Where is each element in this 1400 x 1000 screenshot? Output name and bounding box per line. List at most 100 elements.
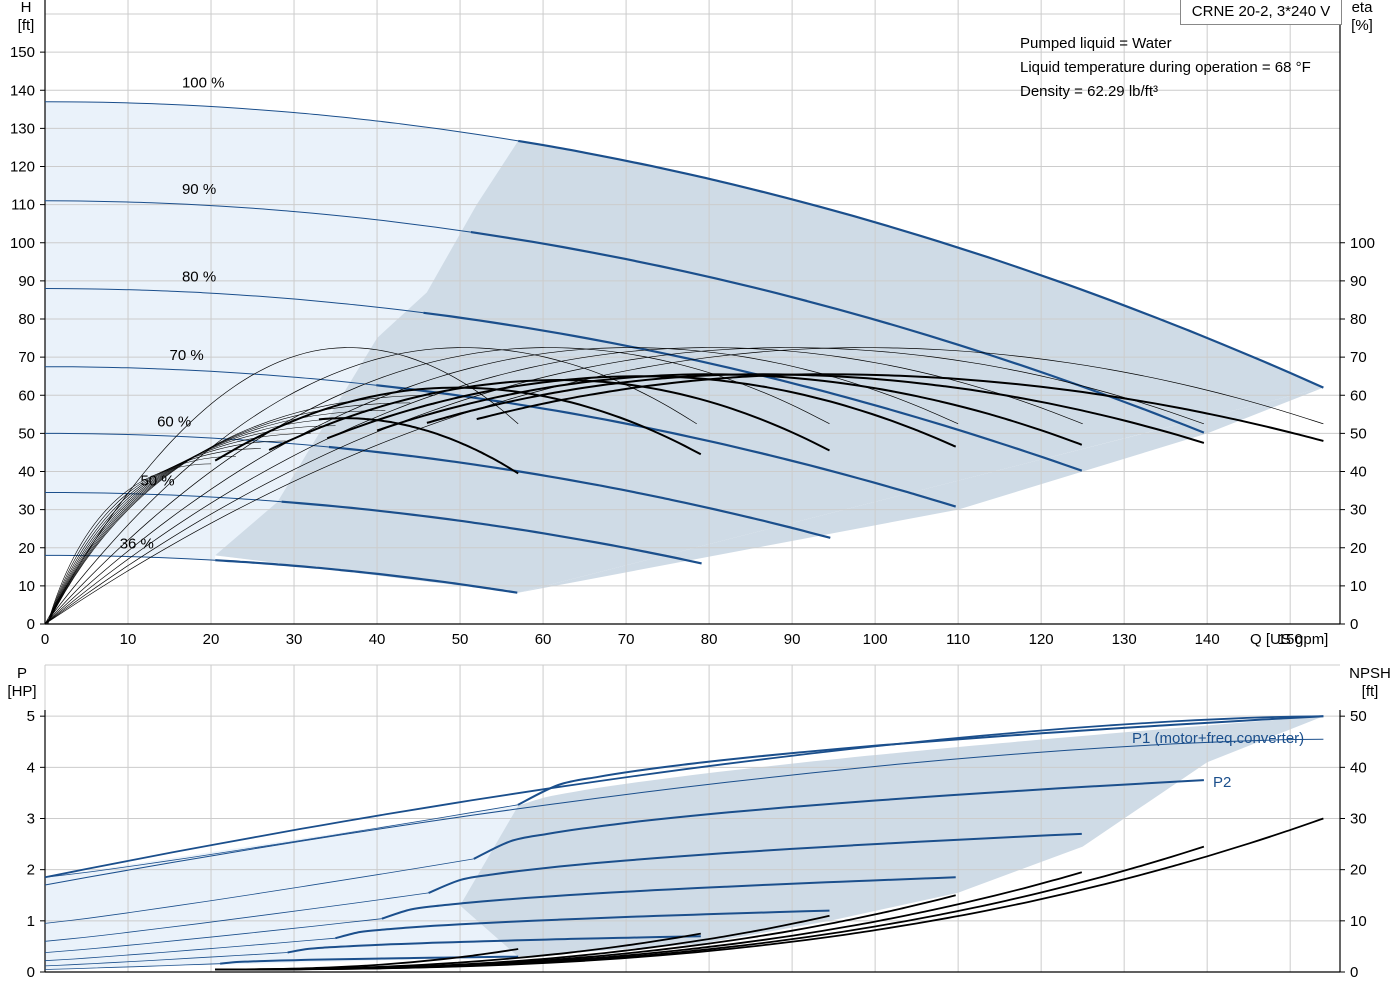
y-tick-label: 50 — [18, 425, 35, 442]
y2-tick-label: 10 — [1350, 578, 1367, 595]
y-tick-label: 100 — [10, 235, 35, 252]
x-tick-label: 60 — [535, 631, 552, 648]
y-tick-label: 140 — [10, 82, 35, 99]
operating-zone — [215, 140, 1324, 593]
head-curve — [281, 500, 702, 565]
x-tick-label: 140 — [1195, 631, 1220, 648]
x-tick-label: 90 — [784, 631, 801, 648]
x-tick-label: 70 — [618, 631, 635, 648]
power-curve-thin — [44, 804, 519, 878]
y-tick-label: 60 — [18, 387, 35, 404]
y-tick-label: 40 — [18, 464, 35, 481]
efficiency-curve-thin — [44, 347, 1083, 625]
x-tick-label: 130 — [1112, 631, 1137, 648]
npsh-axis-title: NPSH — [1349, 665, 1391, 682]
p-tick-label: 4 — [27, 759, 35, 776]
p-axis-title: P — [17, 665, 27, 682]
x-tick-label: 10 — [120, 631, 137, 648]
x-tick-label: 0 — [41, 631, 49, 648]
power-zone — [460, 716, 1324, 957]
npsh-tick-label: 50 — [1350, 708, 1367, 725]
speed-label: 70 % — [170, 347, 204, 364]
y-tick-label: 130 — [10, 120, 35, 137]
efficiency-curve-origin — [47, 455, 236, 625]
y-axis-unit: [ft] — [18, 17, 35, 34]
x-tick-label: 100 — [863, 631, 888, 648]
x-tick-label: 30 — [286, 631, 303, 648]
speed-label: 60 % — [157, 414, 191, 431]
head-curve — [518, 139, 1324, 389]
y2-tick-label: 50 — [1350, 425, 1367, 442]
efficiency-curve-thin — [44, 347, 697, 625]
efficiency-curve-origin — [47, 463, 212, 625]
y-tick-label: 20 — [18, 540, 35, 557]
power-curve — [428, 832, 1082, 894]
head-curve-thin — [44, 288, 424, 314]
head-curve — [376, 384, 957, 508]
p2-curve — [44, 738, 1324, 886]
efficiency-curve-origin — [47, 448, 261, 625]
power-curve — [287, 935, 701, 954]
head-curve-thin — [44, 101, 519, 142]
power-curve — [335, 909, 830, 940]
npsh-tick-label: 40 — [1350, 759, 1367, 776]
npsh-curve — [215, 932, 701, 971]
efficiency-curve-thin — [44, 347, 830, 625]
head-curve-thin — [44, 432, 329, 448]
efficiency-curve-origin — [47, 440, 286, 625]
p-tick-label: 1 — [27, 913, 35, 930]
y-tick-label: 90 — [18, 273, 35, 290]
x-tick-label: 40 — [369, 631, 386, 648]
power-curve — [473, 779, 1204, 860]
x-tick-label: 20 — [203, 631, 220, 648]
y-tick-label: 70 — [18, 349, 35, 366]
power-curve-thin — [44, 858, 474, 924]
y2-tick-label: 70 — [1350, 349, 1367, 366]
power-curve — [219, 955, 519, 965]
y2-axis-title: eta — [1352, 0, 1374, 16]
x-tick-label: 80 — [701, 631, 718, 648]
y2-tick-label: 80 — [1350, 311, 1367, 328]
efficiency-curve — [268, 379, 830, 452]
operating-zone-fill — [518, 387, 1324, 593]
y2-tick-label: 90 — [1350, 273, 1367, 290]
y-tick-label: 110 — [11, 197, 35, 214]
y-tick-label: 80 — [18, 311, 35, 328]
y-axis-title: H — [21, 0, 32, 16]
p-tick-label: 2 — [27, 862, 35, 879]
efficiency-curve-origin — [47, 425, 336, 625]
power-curve-thin — [44, 937, 336, 962]
npsh-tick-label: 30 — [1350, 811, 1367, 828]
head-curve-thin — [44, 200, 471, 233]
npsh-tick-label: 20 — [1350, 862, 1367, 879]
efficiency-curve — [426, 373, 1205, 444]
y2-axis-unit: [%] — [1351, 17, 1373, 34]
x-axis-title: Q [US gpm] — [1250, 631, 1328, 648]
x-tick-label: 150 — [1278, 631, 1303, 648]
y2-tick-label: 20 — [1350, 540, 1367, 557]
y2-tick-label: 30 — [1350, 502, 1367, 519]
x-tick-label: 120 — [1029, 631, 1054, 648]
efficiency-curve-origin — [47, 410, 386, 625]
y-tick-label: 0 — [27, 616, 35, 633]
y-tick-label: 150 — [10, 44, 35, 61]
p1-label: P1 (motor+freq.converter) — [1132, 730, 1304, 747]
info-pumped-liquid: Pumped liquid = Water — [1020, 35, 1172, 52]
y2-tick-label: 100 — [1350, 235, 1375, 252]
speed-label: 80 % — [182, 269, 216, 286]
p1-curve — [44, 715, 1324, 879]
efficiency-curve-origin — [47, 394, 436, 625]
head-curve-thin — [45, 492, 282, 503]
efficiency-curve-origin — [47, 433, 311, 625]
y2-tick-label: 60 — [1350, 387, 1367, 404]
speed-label: 90 % — [182, 181, 216, 198]
efficiency-curve-thin — [44, 347, 1205, 625]
speed-label: 100 % — [182, 74, 225, 91]
efficiency-curve-origin — [47, 417, 361, 625]
y-tick-label: 10 — [18, 578, 35, 595]
p-axis-unit: [HP] — [7, 683, 36, 700]
power-curve-thin — [44, 918, 382, 953]
y2-tick-label: 40 — [1350, 464, 1367, 481]
efficiency-curve — [476, 373, 1324, 442]
